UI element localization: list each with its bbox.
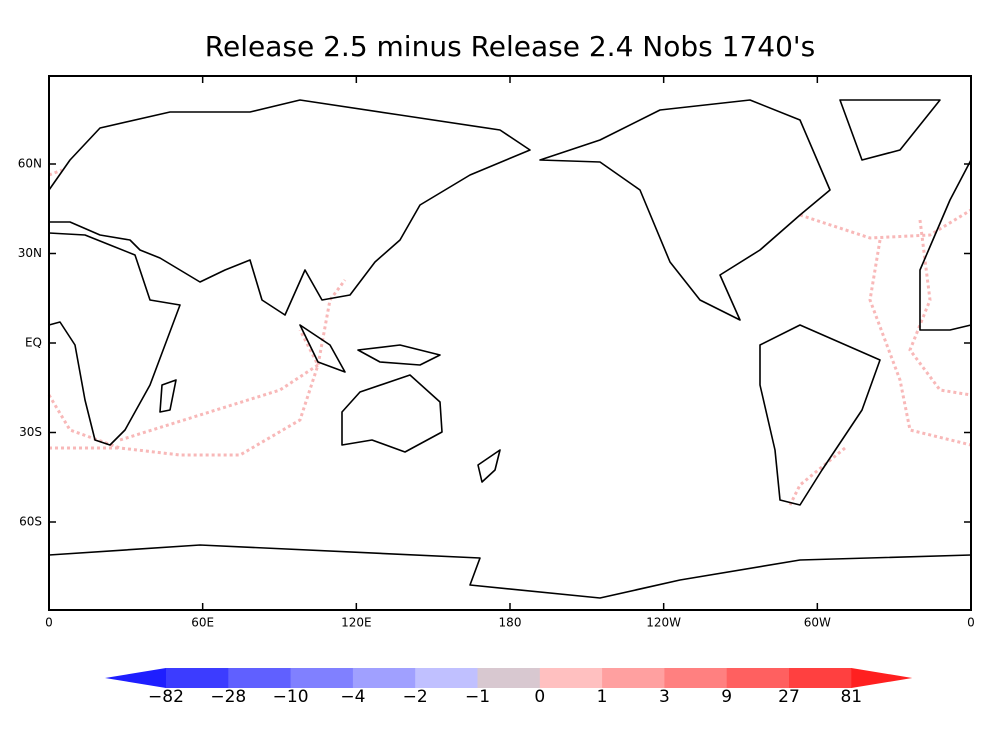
colorbar-label: −82	[148, 687, 184, 707]
track	[908, 219, 972, 397]
west-europe-africa	[919, 159, 972, 331]
new-guinea	[357, 344, 441, 366]
madagascar	[159, 379, 177, 413]
colorbar-box	[352, 668, 416, 688]
colorbar-box	[726, 668, 790, 688]
track	[119, 329, 320, 442]
map: 0 60E 120E 180 120W 60W 0 60N 30N EQ 30S 60S	[18, 75, 975, 630]
south-america	[759, 324, 881, 506]
x-tick-label: 0	[967, 616, 975, 630]
colorbar-label: −28	[210, 687, 246, 707]
colorbar-box	[415, 668, 478, 688]
track	[788, 446, 846, 506]
colorbar-box	[789, 668, 852, 688]
colorbar-box	[228, 668, 292, 688]
track	[47, 279, 347, 457]
colorbar-label: 3	[659, 687, 670, 707]
colorbar-arrow	[851, 668, 913, 688]
x-tick-label: 120W	[646, 616, 681, 630]
colorbar-label: −1	[465, 687, 490, 707]
x-tick-label: 60E	[191, 616, 214, 630]
ship-tracks	[47, 168, 972, 506]
australia	[341, 374, 443, 453]
y-tick-label: 30N	[18, 246, 42, 260]
y-tick-label: 30S	[19, 425, 42, 439]
africa	[48, 232, 181, 446]
colorbar: −82 −28 −10 −4 −2 −1 0 1 3 9 27 81	[105, 668, 913, 707]
x-tick-label: 120E	[341, 616, 372, 630]
colorbar-label: −10	[273, 687, 309, 707]
colorbar-box	[477, 668, 541, 688]
north-america	[539, 99, 831, 321]
coastlines	[48, 99, 972, 599]
colorbar-box	[602, 668, 665, 688]
x-tick-label: 180	[499, 616, 522, 630]
greenland	[839, 99, 941, 161]
colorbar-box	[166, 668, 229, 688]
antarctica	[48, 544, 972, 599]
eurasia	[48, 99, 531, 316]
y-tick-label: 60N	[18, 157, 42, 171]
y-tick-label: EQ	[25, 336, 42, 350]
colorbar-label: 27	[778, 687, 800, 707]
colorbar-box	[664, 668, 728, 688]
colorbar-label: 81	[840, 687, 862, 707]
colorbar-label: 9	[721, 687, 732, 707]
x-tick-label: 60W	[804, 616, 831, 630]
colorbar-label: −4	[340, 687, 365, 707]
x-tick-label: 0	[45, 616, 53, 630]
colorbar-box	[290, 668, 354, 688]
map-frame	[48, 75, 972, 611]
colorbar-box	[539, 668, 603, 688]
colorbar-arrow	[105, 668, 166, 688]
y-tick-label: 60S	[19, 515, 42, 529]
track	[868, 239, 972, 447]
ticks: 0 60E 120E 180 120W 60W 0 60N 30N EQ 30S 60S	[18, 76, 975, 630]
sumatra	[299, 324, 346, 373]
new-zealand	[477, 449, 501, 483]
colorbar-label: 1	[597, 687, 608, 707]
colorbar-label: −2	[403, 687, 428, 707]
track	[48, 168, 63, 177]
title: Release 2.5 minus Release 2.4 Nobs 1740'…	[205, 30, 815, 63]
colorbar-label: 0	[534, 687, 545, 707]
track	[799, 208, 972, 240]
